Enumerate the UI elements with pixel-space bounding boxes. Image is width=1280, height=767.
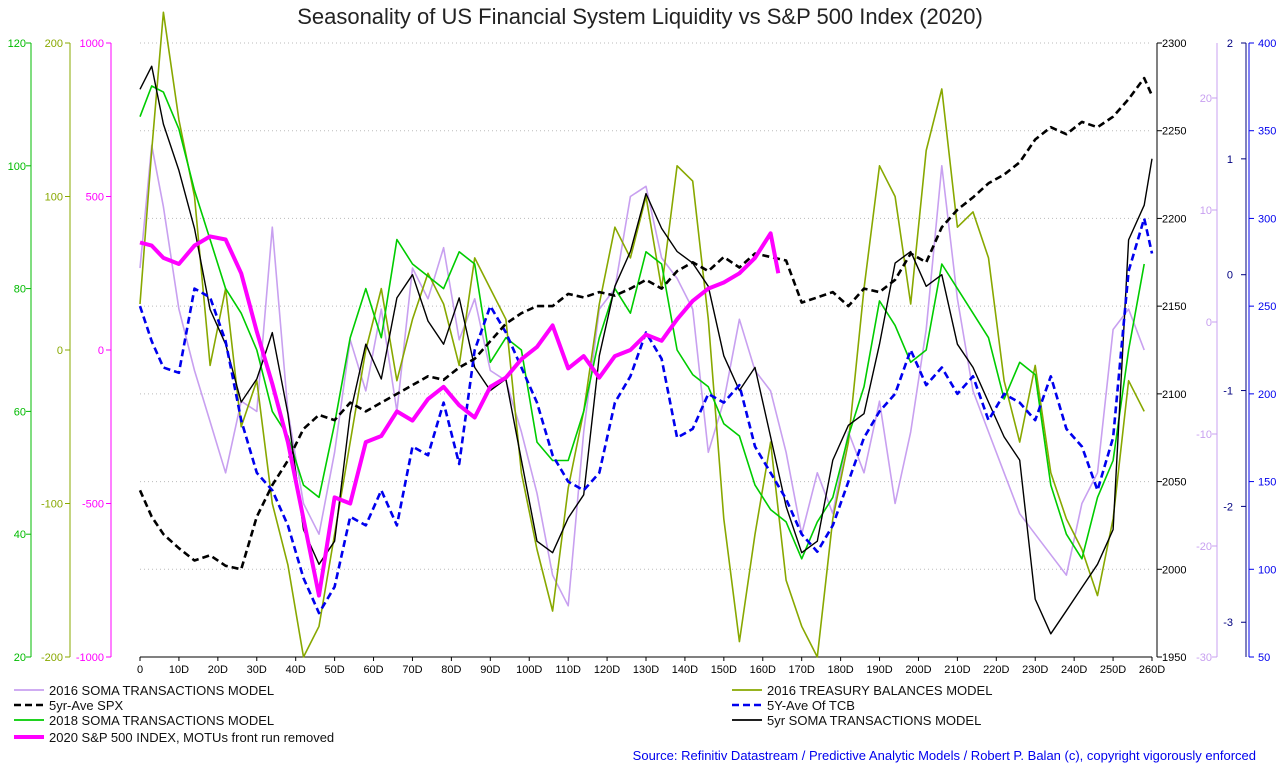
series-line-0 xyxy=(139,144,1145,607)
x-tick-label: 260D xyxy=(1139,664,1165,676)
series-line-4 xyxy=(139,11,1145,658)
x-tick-label: 180D xyxy=(827,664,853,676)
x-tick-label: 200D xyxy=(905,664,931,676)
left_olive-tick-label: -200 xyxy=(41,652,63,664)
legend-label: 5yr-Ave SPX xyxy=(49,698,124,713)
left_green-tick-label: 20 xyxy=(14,652,26,664)
left_green-tick-label: 80 xyxy=(14,284,26,296)
right_lavender-tick-label: -10 xyxy=(1196,429,1212,441)
right_black-tick-label: 2050 xyxy=(1162,477,1186,489)
right_lavender-tick-label: 0 xyxy=(1206,317,1212,329)
right_black-tick-label: 2000 xyxy=(1162,564,1186,576)
right_lavender-tick-label: 10 xyxy=(1200,205,1212,217)
right_blue-tick-label: 350 xyxy=(1258,126,1276,138)
left_green-tick-label: 60 xyxy=(14,406,26,418)
right_black-tick-label: 2150 xyxy=(1162,301,1186,313)
right_blue-tick-label: 400 xyxy=(1258,38,1276,50)
x-tick-label: 30D xyxy=(247,664,267,676)
x-tick-label: 170D xyxy=(789,664,815,676)
series-layer xyxy=(138,11,1154,658)
x-tick-label: 150D xyxy=(711,664,737,676)
right_lavender-tick-label: 20 xyxy=(1200,93,1212,105)
right_navy-tick-label: -3 xyxy=(1223,617,1233,629)
x-tick-label: 70D xyxy=(402,664,422,676)
right_black-tick-label: 1950 xyxy=(1162,652,1186,664)
x-tick-label: 80D xyxy=(441,664,461,676)
series-line-1 xyxy=(138,76,1154,571)
left_magenta-tick-label: 1000 xyxy=(80,38,104,50)
legend-label: 5yr SOMA TRANSACTIONS MODEL xyxy=(767,713,981,728)
left_olive-tick-label: 100 xyxy=(45,192,63,204)
x-tick-label: 240D xyxy=(1061,664,1087,676)
right_blue-tick-label: 50 xyxy=(1258,652,1270,664)
left_green-tick-label: 40 xyxy=(14,529,26,541)
left_olive-tick-label: 200 xyxy=(45,38,63,50)
x-tick-label: 0 xyxy=(137,664,143,676)
right_blue-tick-label: 150 xyxy=(1258,477,1276,489)
x-tick-label: 20D xyxy=(208,664,228,676)
left_magenta-tick-label: 0 xyxy=(98,345,104,357)
x-tick-label: 140D xyxy=(672,664,698,676)
left_magenta-tick-label: -500 xyxy=(82,499,104,511)
series-line-6 xyxy=(139,65,1153,635)
right_navy-tick-label: 1 xyxy=(1227,154,1233,166)
right_black-tick-label: 2250 xyxy=(1162,126,1186,138)
x-tick-label: 90D xyxy=(480,664,500,676)
legend-label: 5Y-Ave Of TCB xyxy=(767,698,855,713)
x-tick-label: 130D xyxy=(633,664,659,676)
right_lavender-tick-label: -30 xyxy=(1196,652,1212,664)
right_navy-tick-label: 0 xyxy=(1227,270,1233,282)
left_magenta-tick-label: 500 xyxy=(86,192,104,204)
left_olive-tick-label: -100 xyxy=(41,499,63,511)
x-tick-label: 100D xyxy=(516,664,542,676)
right_blue-tick-label: 100 xyxy=(1258,564,1276,576)
right_blue-tick-label: 250 xyxy=(1258,301,1276,313)
x-tick-label: 220D xyxy=(983,664,1009,676)
right_black-tick-label: 2200 xyxy=(1162,213,1186,225)
right_navy-tick-label: 2 xyxy=(1227,38,1233,50)
right_blue-tick-label: 300 xyxy=(1258,213,1276,225)
legend-label: 2016 TREASURY BALANCES MODEL xyxy=(767,683,992,698)
legend-label: 2020 S&P 500 INDEX, MOTUs front run remo… xyxy=(49,730,334,745)
source-note: Source: Refinitiv Datastream / Predictiv… xyxy=(632,748,1256,763)
right_blue-tick-label: 200 xyxy=(1258,389,1276,401)
x-tick-label: 230D xyxy=(1022,664,1048,676)
series-line-5 xyxy=(138,217,1154,615)
right_navy-tick-label: -1 xyxy=(1223,386,1233,398)
right_lavender-tick-label: -20 xyxy=(1196,541,1212,553)
x-tick-label: 60D xyxy=(363,664,383,676)
right_black-tick-label: 2300 xyxy=(1162,38,1186,50)
legend-label: 2016 SOMA TRANSACTIONS MODEL xyxy=(49,683,274,698)
x-tick-label: 40D xyxy=(286,664,306,676)
left_green-tick-label: 100 xyxy=(8,161,26,173)
legend-label: 2018 SOMA TRANSACTIONS MODEL xyxy=(49,713,274,728)
right_navy-tick-label: -2 xyxy=(1223,501,1233,513)
right_black-tick-label: 2100 xyxy=(1162,389,1186,401)
axes-layer: 0 10D 20D 30D 40D 50D 60D 70D 80D 90D 100D 110D 120D… xyxy=(8,38,1277,676)
x-tick-label: 160D xyxy=(750,664,776,676)
x-tick-label: 10D xyxy=(169,664,189,676)
x-tick-label: 250D xyxy=(1100,664,1126,676)
x-tick-label: 190D xyxy=(866,664,892,676)
x-tick-label: 50D xyxy=(325,664,345,676)
left_magenta-tick-label: -1000 xyxy=(76,652,104,664)
x-tick-label: 120D xyxy=(594,664,620,676)
x-tick-label: 110D xyxy=(555,664,581,676)
x-tick-label: 210D xyxy=(944,664,970,676)
series-line-2 xyxy=(139,85,1145,560)
series-line-3 xyxy=(139,231,781,598)
left_green-tick-label: 120 xyxy=(8,38,26,50)
left_olive-tick-label: 0 xyxy=(57,345,63,357)
chart-title: Seasonality of US Financial System Liqui… xyxy=(297,4,983,29)
